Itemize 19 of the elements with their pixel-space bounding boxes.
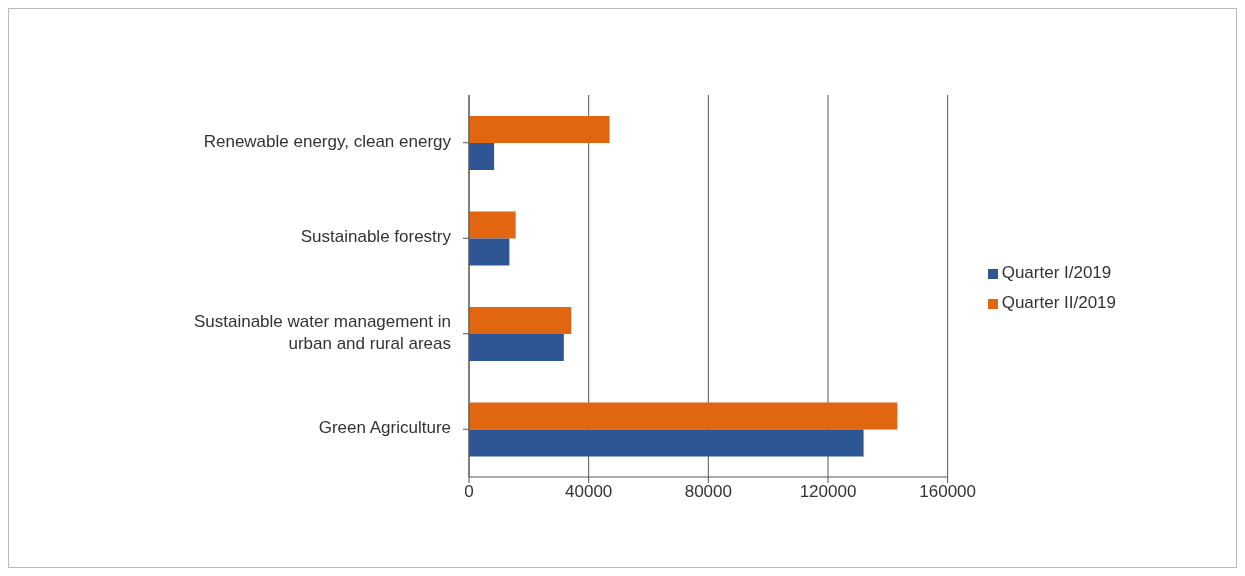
bar (469, 334, 564, 362)
x-tick-label: 40000 (565, 482, 613, 502)
x-tick-label: 160000 (919, 482, 977, 502)
bar (469, 116, 610, 144)
bar (469, 143, 495, 171)
x-tick-label: 80000 (684, 482, 732, 502)
y-tick-label: Sustainable water management in urban and rural areas (193, 312, 451, 354)
y-tick-label: Green Agriculture (318, 418, 451, 438)
bar (469, 402, 898, 430)
x-tick-label: 0 (464, 482, 474, 502)
bar (469, 238, 510, 266)
bar (469, 429, 864, 457)
bar (469, 211, 516, 239)
y-tick-label: Renewable energy, clean energy (203, 132, 452, 152)
legend-label: Quarter I/2019 (1001, 263, 1112, 282)
legend-label: Quarter II/2019 (1001, 293, 1116, 312)
y-tick-label: Sustainable forestry (300, 227, 452, 247)
bar (469, 307, 572, 335)
x-tick-label: 120000 (799, 482, 857, 502)
